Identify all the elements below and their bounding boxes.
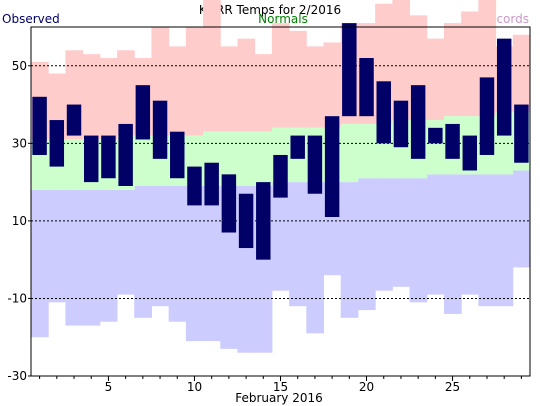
record-high-band-day-17 bbox=[306, 46, 325, 128]
record-high-band-day-4 bbox=[82, 54, 101, 140]
record-low-band-day-24 bbox=[426, 174, 445, 295]
legend-normals: Normals bbox=[258, 12, 308, 26]
normal-band-day-12 bbox=[220, 131, 238, 186]
normal-band-day-3 bbox=[65, 139, 84, 190]
observed-bar-day-3 bbox=[66, 104, 82, 136]
record-high-band-day-9 bbox=[168, 46, 187, 136]
record-low-band-day-5 bbox=[99, 189, 118, 322]
record-low-band-day-9 bbox=[168, 185, 187, 322]
observed-bar-day-28 bbox=[496, 38, 512, 136]
x-tick-label-5: 5 bbox=[105, 380, 113, 394]
normal-band-day-14 bbox=[254, 131, 273, 186]
observed-bar-day-20 bbox=[359, 58, 374, 117]
observed-bar-day-8 bbox=[152, 100, 168, 159]
observed-bar-day-15 bbox=[273, 154, 288, 198]
record-high-band-day-6 bbox=[117, 50, 135, 136]
observed-bar-day-24 bbox=[428, 127, 443, 144]
record-high-band-day-22 bbox=[392, 0, 411, 121]
observed-bar-day-14 bbox=[256, 182, 271, 260]
observed-bar-day-19 bbox=[342, 23, 357, 117]
record-low-band-day-25 bbox=[443, 174, 462, 314]
observed-bar-day-10 bbox=[187, 166, 202, 206]
observed-bar-day-21 bbox=[376, 81, 391, 144]
record-high-band-day-25 bbox=[443, 23, 462, 117]
chart-title: KGRR Temps for 2/2016 bbox=[199, 3, 341, 17]
record-low-band-day-17 bbox=[306, 182, 325, 334]
record-low-band-day-28 bbox=[495, 174, 514, 307]
observed-bar-day-12 bbox=[221, 174, 237, 233]
observed-bar-day-1 bbox=[32, 96, 47, 155]
record-high-band-day-10 bbox=[185, 27, 204, 136]
record-low-band-day-23 bbox=[409, 178, 428, 303]
record-low-band-day-27 bbox=[478, 174, 497, 307]
record-low-band-day-19 bbox=[340, 182, 359, 318]
record-low-band-day-6 bbox=[117, 189, 135, 295]
record-low-band-day-10 bbox=[185, 185, 204, 342]
observed-bar-day-17 bbox=[307, 135, 323, 194]
record-high-band-day-24 bbox=[426, 38, 445, 121]
record-high-band-day-15 bbox=[271, 23, 290, 128]
record-low-band-day-22 bbox=[392, 178, 411, 287]
record-low-band-day-20 bbox=[357, 178, 376, 311]
record-low-band-day-3 bbox=[65, 189, 84, 326]
observed-bar-day-25 bbox=[445, 123, 460, 159]
record-low-band-day-2 bbox=[48, 189, 66, 303]
observed-bar-day-29 bbox=[514, 104, 529, 163]
record-low-band-day-15 bbox=[271, 182, 290, 291]
normal-band-day-20 bbox=[357, 123, 376, 179]
observed-bar-day-6 bbox=[118, 123, 133, 186]
normal-band-day-19 bbox=[340, 123, 359, 183]
x-tick-label-20: 20 bbox=[359, 380, 374, 394]
record-high-band-day-18 bbox=[323, 42, 342, 128]
record-high-band-day-13 bbox=[237, 38, 256, 132]
x-tick-label-25: 25 bbox=[445, 380, 460, 394]
observed-bar-day-27 bbox=[479, 77, 495, 155]
observed-bar-day-22 bbox=[393, 100, 409, 148]
observed-bar-day-4 bbox=[83, 135, 99, 183]
record-low-band-day-1 bbox=[31, 189, 49, 338]
observed-bar-day-18 bbox=[324, 116, 340, 218]
record-high-band-day-29 bbox=[512, 34, 531, 113]
normal-band-day-13 bbox=[237, 131, 256, 186]
record-low-band-day-7 bbox=[134, 185, 152, 318]
observed-bar-day-7 bbox=[135, 85, 151, 140]
record-low-band-day-4 bbox=[82, 189, 101, 326]
observed-bar-day-5 bbox=[101, 135, 116, 179]
record-high-band-day-5 bbox=[99, 58, 118, 140]
x-tick-label-10: 10 bbox=[187, 380, 202, 394]
observed-bar-day-26 bbox=[462, 135, 478, 171]
record-high-band-day-12 bbox=[220, 46, 238, 132]
record-high-band-day-26 bbox=[461, 11, 479, 117]
record-high-band-day-14 bbox=[254, 54, 273, 132]
record-low-band-day-26 bbox=[461, 174, 479, 295]
y-tick-label-10: 10 bbox=[12, 214, 27, 228]
record-low-band-day-21 bbox=[375, 178, 393, 291]
legend-observed: Observed bbox=[2, 12, 60, 26]
y-tick-label--30: -30 bbox=[7, 369, 27, 383]
observed-bar-day-2 bbox=[49, 120, 65, 167]
x-tick-label-15: 15 bbox=[273, 380, 288, 394]
observed-bar-day-16 bbox=[290, 135, 305, 159]
observed-bar-day-13 bbox=[238, 193, 254, 249]
x-axis-label: February 2016 bbox=[235, 391, 323, 405]
observed-bar-day-23 bbox=[410, 85, 426, 159]
record-low-band-day-16 bbox=[289, 182, 307, 307]
y-tick-label-30: 30 bbox=[12, 136, 27, 150]
normal-band-day-7 bbox=[134, 135, 152, 186]
record-low-band-day-8 bbox=[151, 185, 170, 307]
plot-area: -30 -10 10 30 50 5 10 15 20 25 bbox=[7, 0, 531, 394]
y-tick-label-50: 50 bbox=[12, 59, 27, 73]
record-low-band-day-29 bbox=[512, 170, 531, 268]
observed-bar-day-11 bbox=[204, 162, 219, 206]
observed-bar-day-9 bbox=[170, 131, 185, 179]
record-high-band-day-16 bbox=[289, 30, 307, 128]
y-tick-label--10: -10 bbox=[7, 291, 27, 305]
record-low-band-day-11 bbox=[203, 185, 221, 342]
